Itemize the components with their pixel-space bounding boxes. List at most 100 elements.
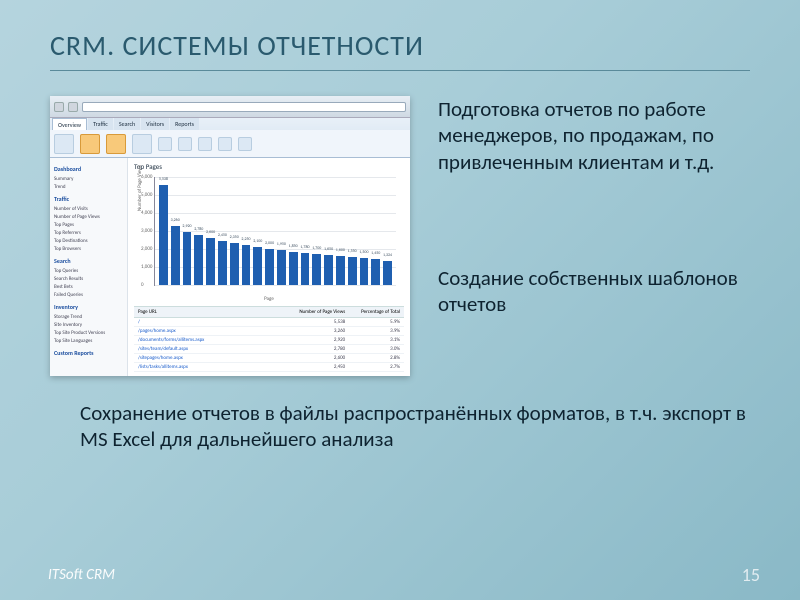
ribbon-tab[interactable]: Reports xyxy=(170,118,199,130)
sidebar-item[interactable]: Storage Trend xyxy=(54,313,123,321)
table-cell: 3.1% xyxy=(349,337,400,343)
ribbon-btn-month[interactable] xyxy=(198,137,212,151)
ribbon-btn-export[interactable] xyxy=(218,137,232,151)
sidebar-section-title: Dashboard xyxy=(54,165,123,173)
bar-value-label: 2,000 xyxy=(265,241,274,246)
bar-value-label: 1,780 xyxy=(300,245,309,250)
chart-ytick: 4,000 xyxy=(141,210,152,216)
table-cell: 2,450 xyxy=(294,364,345,370)
bar-value-label: 1,850 xyxy=(289,244,298,249)
ribbon-button-group xyxy=(50,130,410,157)
chart-ytick: 0 xyxy=(141,282,144,288)
bar-value-label: 1,500 xyxy=(359,250,368,255)
sidebar-section-title: Inventory xyxy=(54,303,123,311)
nav-back-button[interactable] xyxy=(54,102,64,112)
sidebar-item[interactable]: Top Referrers xyxy=(54,229,123,237)
paragraph-2: Создание собственных шаблонов отчетов xyxy=(438,265,750,318)
chart-bar: 2,450 xyxy=(218,241,227,285)
ribbon-tab[interactable]: Visitors xyxy=(141,118,169,130)
ribbon-btn-day[interactable] xyxy=(158,137,172,151)
table-row[interactable]: /documents/forms/allitems.aspx 2,920 3.1% xyxy=(134,336,404,345)
table-cell: 3.9% xyxy=(349,328,400,334)
bar-value-label: 2,920 xyxy=(182,224,191,229)
ribbon-btn-traffic[interactable] xyxy=(80,134,100,154)
ribbon-btn-week[interactable] xyxy=(178,137,192,151)
chart-bar: 1,700 xyxy=(312,254,321,285)
sidebar-item[interactable]: Top Pages xyxy=(54,221,123,229)
ribbon-btn-summary[interactable] xyxy=(54,134,74,154)
sidebar-item[interactable]: Top Browsers xyxy=(54,245,123,253)
bar-value-label: 2,780 xyxy=(194,227,203,232)
table-cell: 3,260 xyxy=(294,328,345,334)
sidebar-item[interactable]: Number of Visits xyxy=(54,205,123,213)
chart-bar: 1,850 xyxy=(289,252,298,285)
table-cell: 2,600 xyxy=(294,355,345,361)
sidebar-item[interactable]: Top Destinations xyxy=(54,237,123,245)
browser-chrome xyxy=(50,96,410,118)
table-row[interactable]: /sites/team/default.aspx2,7803.0% xyxy=(134,345,404,354)
table-cell: 2,920 xyxy=(294,337,345,343)
ribbon-tab[interactable]: Search xyxy=(114,118,140,130)
bar-value-label: 1,600 xyxy=(336,248,345,253)
table-row[interactable]: /lists/tasks/allitems.aspx 2,450 2.7% xyxy=(134,363,404,372)
sidebar-item[interactable]: Best Bets xyxy=(54,283,123,291)
chart-bar: 1,450 xyxy=(371,259,380,285)
bar-value-label: 2,250 xyxy=(241,237,250,242)
sidebar-item[interactable]: Site Inventory xyxy=(54,321,123,329)
ribbon: OverviewTrafficSearchVisitorsReports xyxy=(50,118,410,158)
chart-bar: 1,600 xyxy=(336,256,345,285)
chart-bar: 2,600 xyxy=(206,238,215,285)
chart-title: Top Pages xyxy=(134,162,404,171)
ribbon-btn-search[interactable] xyxy=(106,134,126,154)
sidebar-item[interactable]: Trend xyxy=(54,183,123,191)
chart-ytick: 2,000 xyxy=(141,246,152,252)
chart-xlabel: Page xyxy=(134,296,404,302)
bar-value-label: 1,324 xyxy=(383,253,392,258)
nav-fwd-button[interactable] xyxy=(68,102,78,112)
bar-chart: Number of Page Views 5,5383,2602,9202,78… xyxy=(154,177,396,286)
table-cell: / xyxy=(138,319,290,325)
sidebar-item[interactable]: Search Results xyxy=(54,275,123,283)
bar-value-label: 1,650 xyxy=(324,247,333,252)
sidebar-section-title: Search xyxy=(54,257,123,265)
chart-ytick: 1,000 xyxy=(141,264,152,270)
bar-value-label: 2,450 xyxy=(218,233,227,238)
chart-bar: 2,350 xyxy=(230,243,239,285)
data-table: Page URLNumber of Page ViewsPercentage o… xyxy=(134,306,404,372)
sidebar-item[interactable]: Summary xyxy=(54,175,123,183)
table-row[interactable]: /sitepages/home.aspx2,6002.8% xyxy=(134,354,404,363)
table-cell: 3.0% xyxy=(349,346,400,352)
bar-value-label: 1,550 xyxy=(348,249,357,254)
sidebar-item[interactable]: Top Queries xyxy=(54,267,123,275)
sidebar-item[interactable]: Top Site Product Versions xyxy=(54,329,123,337)
table-cell: 2,780 xyxy=(294,346,345,352)
table-row[interactable]: /pages/home.aspx3,2603.9% xyxy=(134,327,404,336)
sidebar-item[interactable]: Number of Page Views xyxy=(54,213,123,221)
sidebar-section-title: Custom Reports xyxy=(54,349,123,357)
ribbon-btn-settings[interactable] xyxy=(238,137,252,151)
table-cell: /documents/forms/allitems.aspx xyxy=(138,337,290,343)
ribbon-btn-inventory[interactable] xyxy=(132,134,152,154)
ribbon-tab[interactable]: Traffic xyxy=(88,118,113,130)
table-cell: 5.9% xyxy=(349,319,400,325)
table-cell: 2.7% xyxy=(349,364,400,370)
address-bar[interactable] xyxy=(82,102,406,112)
chart-bar: 1,650 xyxy=(324,255,333,285)
table-row[interactable]: /5,5385.9% xyxy=(134,318,404,327)
chart-bar: 1,550 xyxy=(348,257,357,285)
table-cell: /lists/tasks/allitems.aspx xyxy=(138,364,290,370)
table-column-header: Percentage of Total xyxy=(349,309,400,315)
bar-value-label: 1,700 xyxy=(312,246,321,251)
bar-value-label: 2,100 xyxy=(253,239,262,244)
sidebar-section-title: Traffic xyxy=(54,195,123,203)
report-screenshot: OverviewTrafficSearchVisitorsReports Das… xyxy=(50,96,410,376)
sidebar-item[interactable]: Top Site Languages xyxy=(54,337,123,345)
sidebar-item[interactable]: Failed Queries xyxy=(54,291,123,299)
chart-bar: 1,500 xyxy=(360,258,369,285)
table-cell: /sitepages/home.aspx xyxy=(138,355,290,361)
chart-ytick: 6,000 xyxy=(141,174,152,180)
chart-bar: 1,780 xyxy=(301,253,310,285)
chart-bar: 3,260 xyxy=(171,226,180,285)
ribbon-tab[interactable]: Overview xyxy=(52,118,87,130)
report-sidebar: Dashboard SummaryTrend Traffic Number of Vi… xyxy=(50,158,128,376)
